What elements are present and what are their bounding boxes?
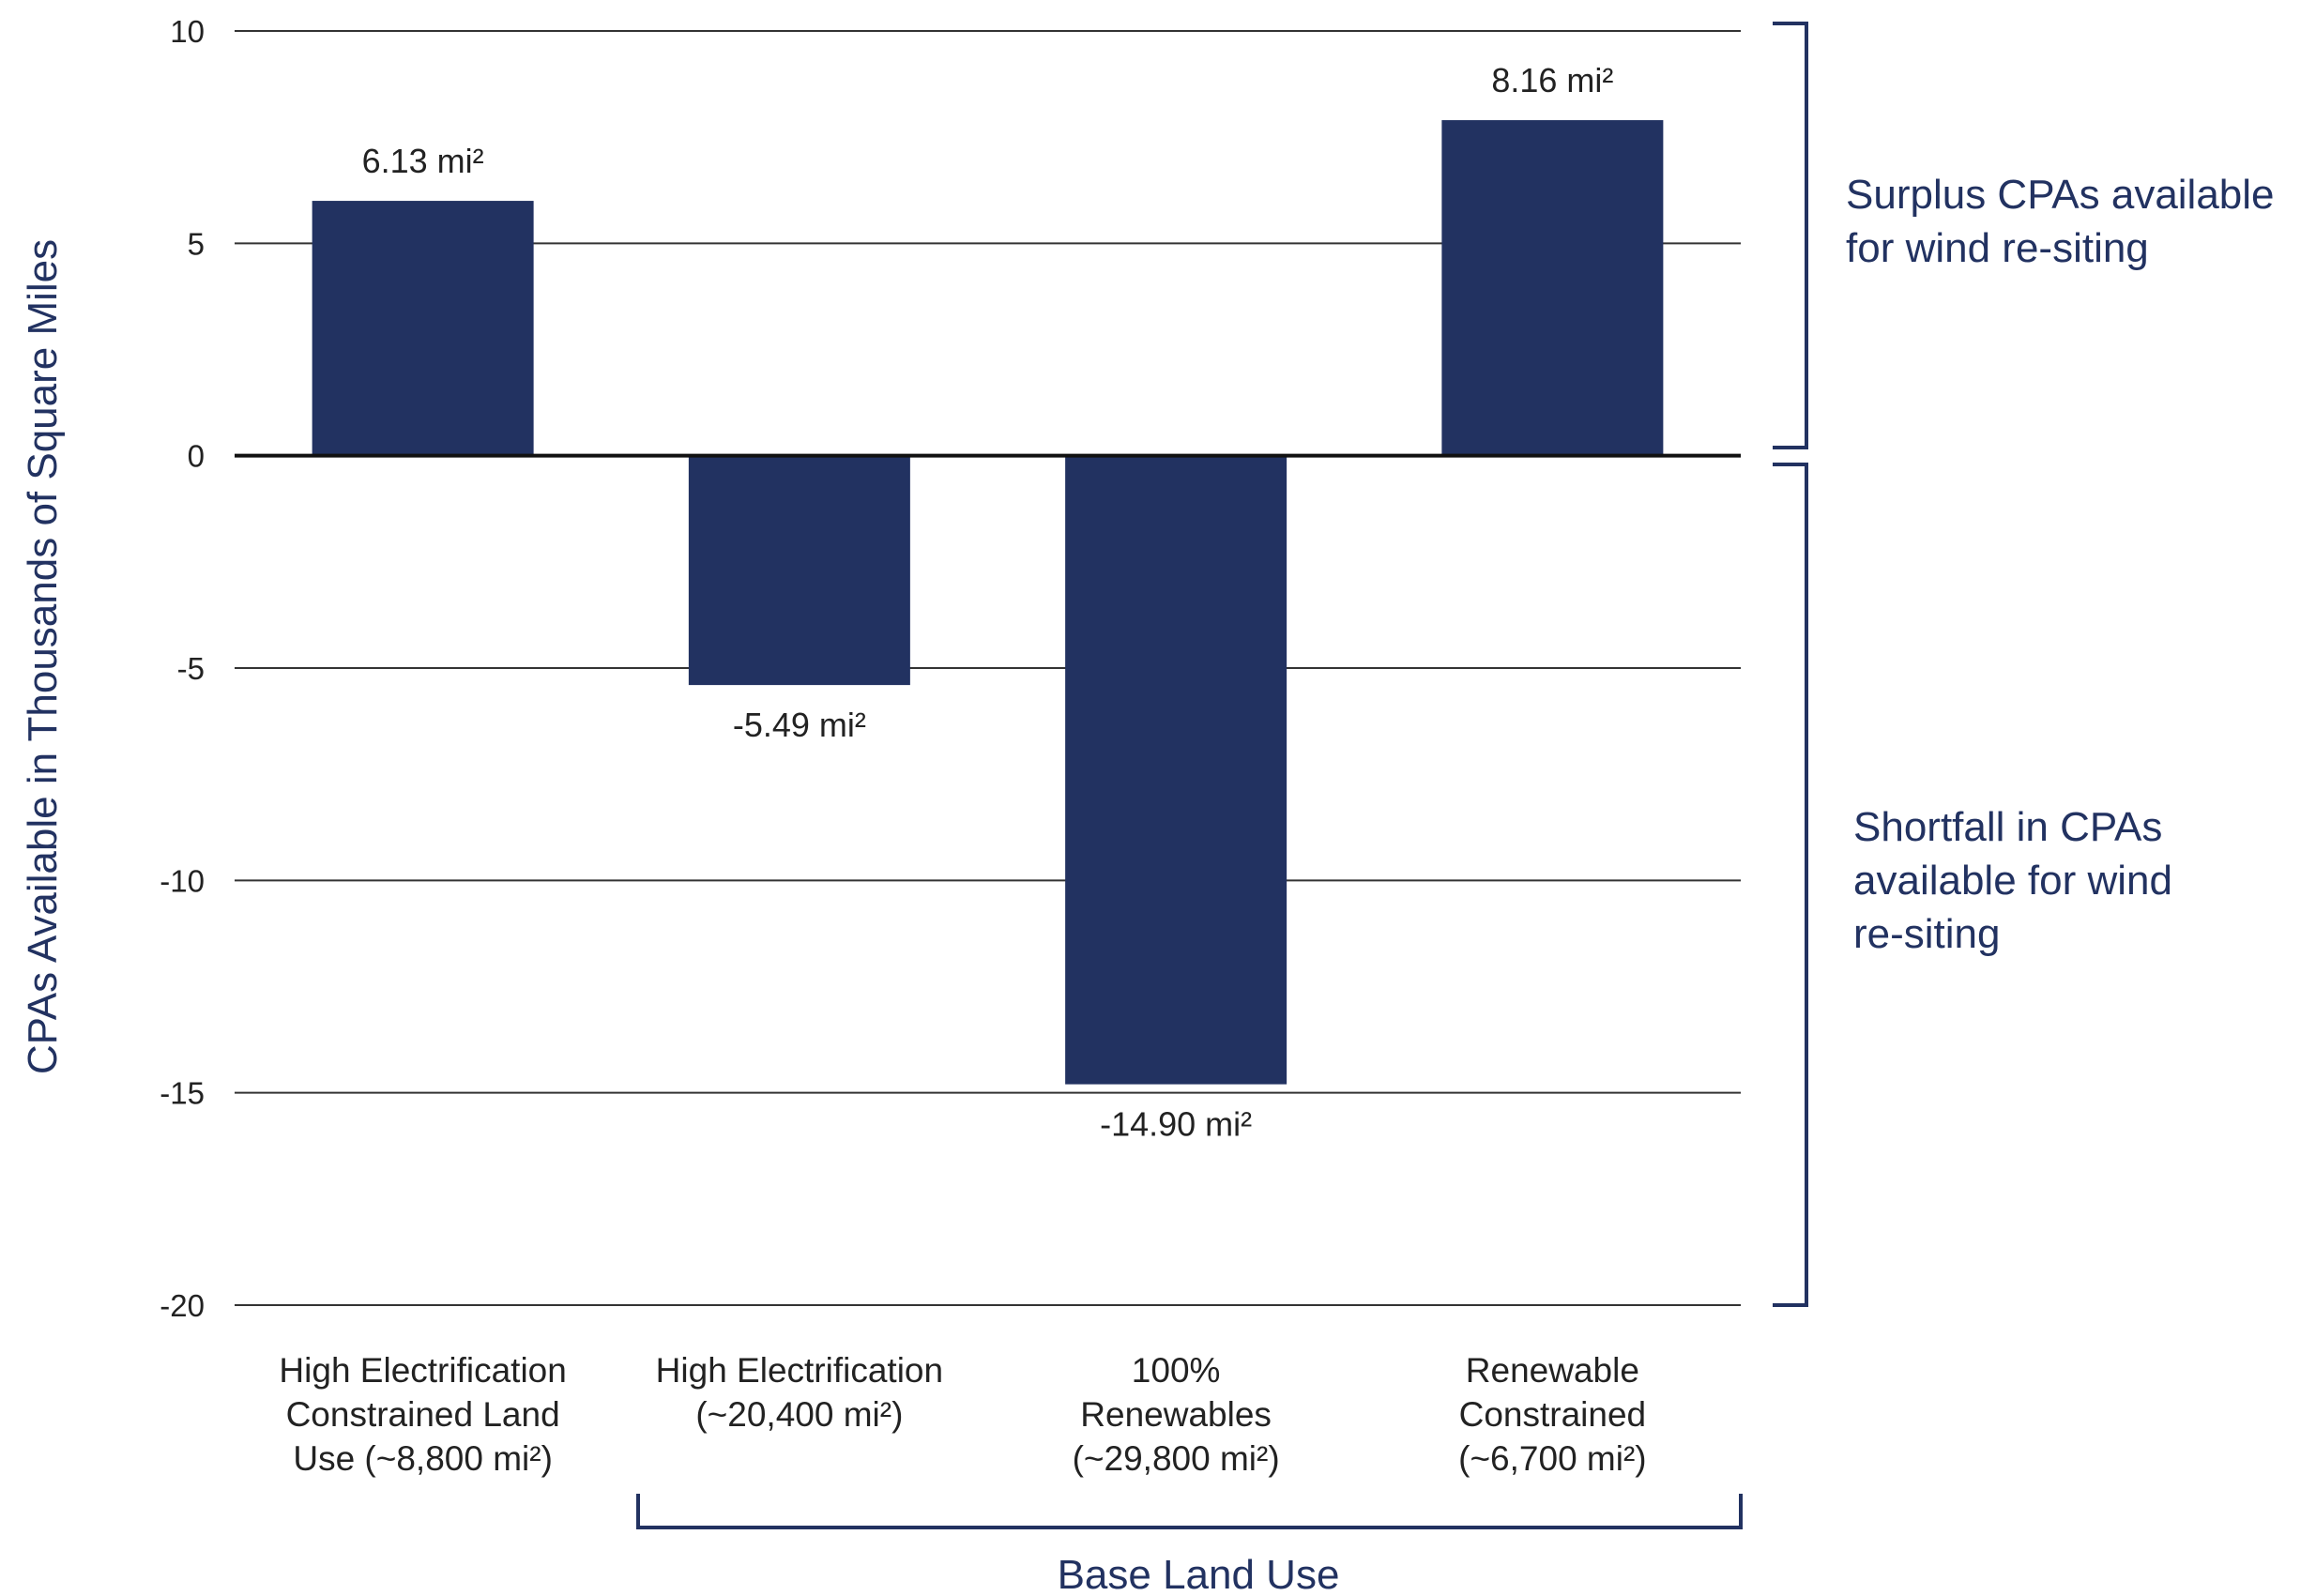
gridlines: 10 5 0 -5 -10 -15 -20 <box>160 14 1741 1323</box>
x-tick-label: Use (~8,800 mi²) <box>293 1439 553 1478</box>
data-label: 6.13 mi² <box>362 142 484 180</box>
y-axis-title: CPAs Available in Thousands of Square Mi… <box>20 239 66 1074</box>
y-tick-label: -15 <box>160 1076 205 1111</box>
data-label: -14.90 mi² <box>1100 1105 1252 1144</box>
brackets: Surplus CPAs available for wind re-siting… <box>636 22 2275 1529</box>
bar <box>312 201 534 456</box>
y-tick-label: 5 <box>188 226 205 261</box>
bars <box>235 120 1741 1085</box>
shortfall-annotation: available for wind <box>1853 858 2172 904</box>
y-tick-label: -10 <box>160 863 205 898</box>
base-land-use-bracket <box>636 1494 1743 1529</box>
surplus-bracket <box>1773 22 1808 449</box>
data-label: -5.49 mi² <box>733 706 866 744</box>
x-tick-label: Constrained Land <box>286 1395 560 1434</box>
y-tick-label: -20 <box>160 1288 205 1323</box>
data-label: 8.16 mi² <box>1491 61 1613 99</box>
shortfall-annotation: re-siting <box>1853 911 2001 957</box>
shortfall-bracket <box>1773 463 1808 1307</box>
surplus-annotation: for wind re-siting <box>1846 225 2149 271</box>
x-tick-label: 100% <box>1132 1351 1221 1390</box>
x-tick-label: Renewables <box>1080 1395 1272 1434</box>
y-tick-label: 0 <box>188 439 205 474</box>
x-tick-label: Constrained <box>1459 1395 1647 1434</box>
bar <box>688 455 910 686</box>
x-tick-label: Renewable <box>1466 1351 1639 1390</box>
surplus-annotation: Surplus CPAs available <box>1846 172 2275 218</box>
shortfall-annotation: Shortfall in CPAs <box>1853 804 2162 850</box>
labels: 6.13 mi² High Electrification Constrained … <box>279 61 1646 1478</box>
x-tick-label: (~6,700 mi²) <box>1458 1439 1646 1478</box>
bar <box>1065 455 1288 1085</box>
y-tick-label: 10 <box>170 14 205 49</box>
x-tick-label: High Electrification <box>656 1351 943 1390</box>
bar <box>1441 120 1664 456</box>
x-tick-label: (~29,800 mi²) <box>1073 1439 1280 1478</box>
x-tick-label: (~20,400 mi²) <box>695 1395 903 1434</box>
y-tick-label: -5 <box>177 651 205 686</box>
x-tick-label: High Electrification <box>279 1351 566 1390</box>
x-axis-title: Base Land Use <box>1058 1552 1340 1596</box>
